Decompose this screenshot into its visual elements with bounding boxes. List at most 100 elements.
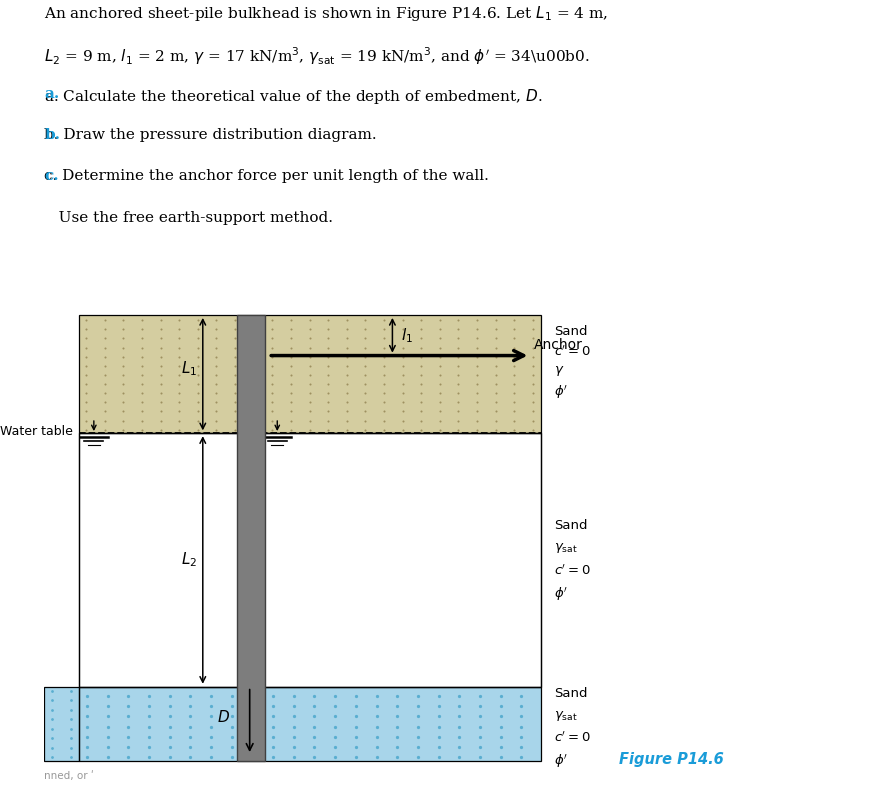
Point [163,710,177,723]
Point [395,423,409,436]
Point [349,740,363,753]
Point [321,369,335,382]
Point [284,405,298,417]
Point [191,359,205,372]
Point [473,700,487,712]
Point [154,314,168,327]
Point [210,323,224,335]
Point [117,351,131,363]
Point [101,700,115,712]
Point [210,414,224,427]
Point [358,405,372,417]
Point [526,359,540,372]
Point [328,740,342,753]
Point [266,720,280,733]
Point [172,405,187,417]
Point [79,351,93,363]
Text: $c' = 0$: $c' = 0$ [554,345,591,359]
Point [302,332,316,345]
Point [470,332,484,345]
Point [358,369,372,382]
Point [415,378,429,390]
Point [191,387,205,400]
Point [204,731,218,743]
Point [395,369,409,382]
Point [65,713,79,726]
Point [377,314,391,327]
Point [228,369,242,382]
Text: $\phi'$: $\phi'$ [554,585,568,603]
Point [154,378,168,390]
Point [321,414,335,427]
Point [163,700,177,712]
Point [370,710,384,723]
Point [415,405,429,417]
Point [154,323,168,335]
Point [163,690,177,703]
Point [210,387,224,400]
Point [284,351,298,363]
Point [45,723,59,735]
Point [97,414,111,427]
Point [97,387,111,400]
Point [191,369,205,382]
Text: $\gamma_{\rm sat}$: $\gamma_{\rm sat}$ [554,708,578,723]
Point [228,314,242,327]
Point [473,710,487,723]
Text: An anchored sheet-pile bulkhead is shown in Figure P14.6. Let $L_1$ = 4 m,: An anchored sheet-pile bulkhead is shown… [44,4,608,23]
Point [65,723,79,735]
Point [101,750,115,763]
Point [228,378,242,390]
Point [507,359,522,372]
Point [101,690,115,703]
Point [507,323,522,335]
Point [191,378,205,390]
Point [415,314,429,327]
Text: c.: c. [44,169,59,184]
Point [377,332,391,345]
Point [172,387,187,400]
Point [507,423,522,436]
Point [358,341,372,354]
Point [135,405,149,417]
Point [411,720,425,733]
Point [415,396,429,409]
Point [433,341,447,354]
Point [390,740,404,753]
Point [452,396,466,409]
Point [470,405,484,417]
Bar [237,315,265,761]
Point [210,423,224,436]
Point [395,359,409,372]
Point [395,387,409,400]
Point [452,423,466,436]
Point [225,740,239,753]
Point [452,378,466,390]
Point [507,332,522,345]
Point [453,710,467,723]
Point [286,710,301,723]
Bar [44,687,79,761]
Point [204,740,218,753]
Point [431,750,446,763]
Point [308,710,322,723]
Point [433,423,447,436]
Text: Sand: Sand [554,687,588,700]
Point [339,387,354,400]
Point [183,690,197,703]
Point [526,414,540,427]
Point [210,351,224,363]
Point [452,369,466,382]
Point [65,750,79,763]
Point [265,378,279,390]
Point [489,332,503,345]
Point [328,710,342,723]
Point [163,750,177,763]
Point [433,359,447,372]
Point [79,387,93,400]
Point [117,359,131,372]
Point [328,731,342,743]
Point [302,351,316,363]
Point [284,323,298,335]
Point [80,731,94,743]
